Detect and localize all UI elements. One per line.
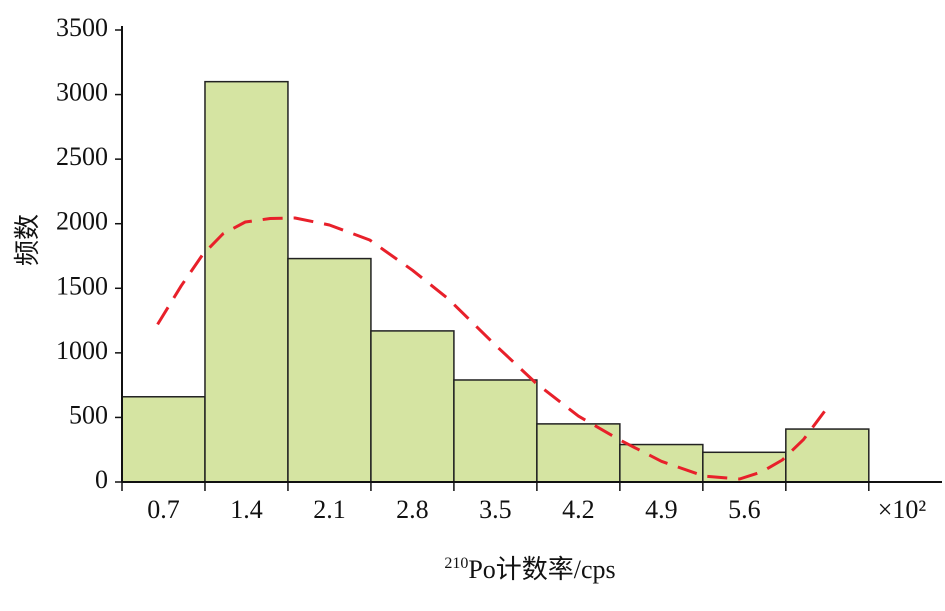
bar: [121, 396, 206, 483]
bar: [785, 428, 870, 483]
x-tick-label: 2.8: [396, 495, 429, 524]
bar: [287, 257, 372, 483]
x-multiplier: ×10²: [878, 495, 927, 524]
bar: [370, 330, 455, 483]
y-tick-label: 2500: [56, 142, 108, 171]
x-tick-label: 1.4: [230, 495, 263, 524]
y-axis-title: 频数: [13, 214, 42, 266]
x-tick-label: 4.2: [562, 495, 595, 524]
y-tick-label: 1500: [56, 271, 108, 300]
x-tick-label: 3.5: [479, 495, 512, 524]
bar: [204, 80, 289, 483]
y-tick-label: 500: [69, 400, 108, 429]
y-tick-label: 3000: [56, 78, 108, 107]
y-tick-label: 0: [95, 465, 108, 494]
x-axis-title: 210Po计数率/cps: [444, 555, 615, 584]
x-tick-label: 2.1: [313, 495, 346, 524]
bar: [619, 443, 704, 483]
x-axis-title-superscript: 210: [444, 555, 468, 572]
y-tick-label: 1000: [56, 336, 108, 365]
fit-curve: [156, 216, 831, 481]
x-axis-title-text: Po计数率/cps: [468, 555, 615, 584]
y-tick-label: 2000: [56, 207, 108, 236]
bar: [453, 379, 538, 483]
x-tick-label: 4.9: [645, 495, 678, 524]
x-tick-label: 0.7: [147, 495, 180, 524]
x-tick-label: 5.6: [728, 495, 761, 524]
y-tick-label: 3500: [56, 13, 108, 42]
